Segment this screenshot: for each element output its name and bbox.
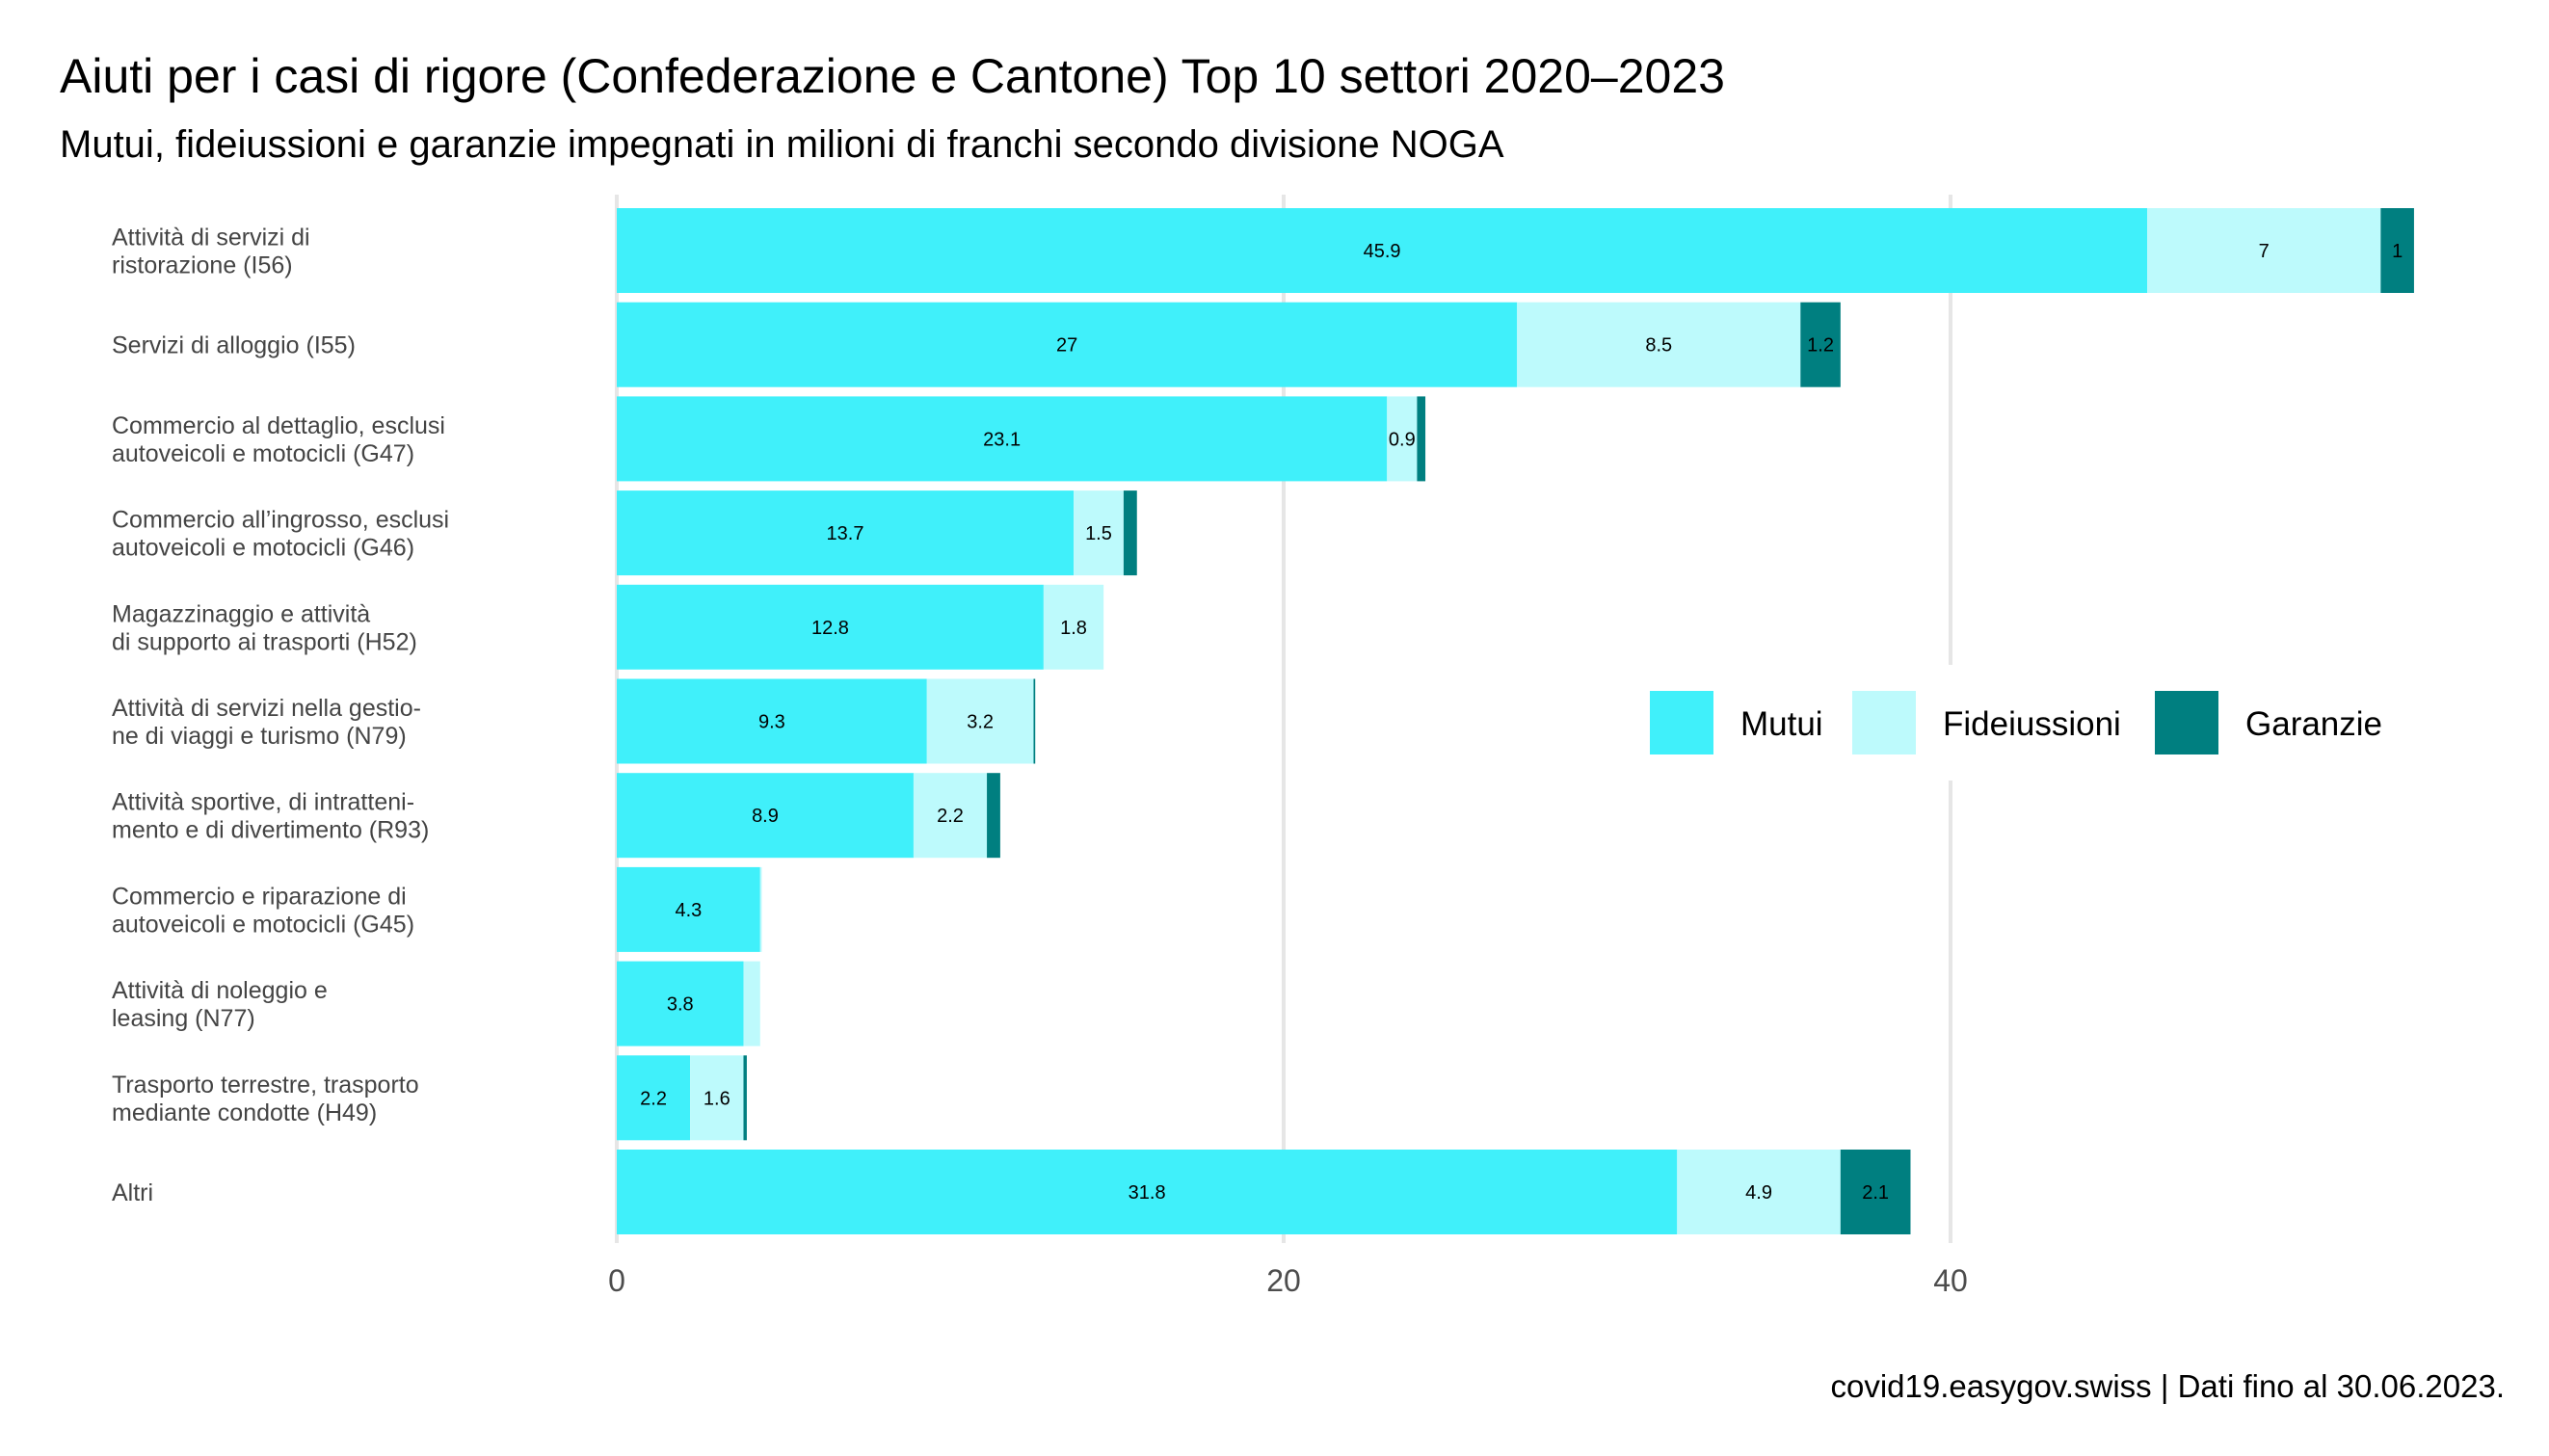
bar-fideiussioni-9 [690,1055,744,1141]
legend: Mutui Fideiussioni Garanzie [1619,665,2409,781]
bar-mutui-2 [617,396,1388,482]
category-label-2: Commercio al dettaglio, esclusi autoveico… [112,412,445,467]
data-label-fideiussioni-3: 1.5 [1085,523,1112,544]
bar-fideiussioni-10 [1677,1150,1841,1234]
data-label-mutui-6: 8.9 [752,806,779,827]
bar-mutui-9 [617,1055,691,1141]
bar-garanzie-5 [1033,678,1036,764]
legend-label-garanzie: Garanzie [2245,705,2382,743]
data-label-mutui-0: 45.9 [1364,241,1401,262]
data-label-mutui-10: 31.8 [1128,1182,1166,1204]
bar-garanzie-10 [1840,1150,1911,1234]
legend-background [1619,665,2409,781]
data-label-mutui-3: 13.7 [827,523,864,544]
category-label-0: Attività di servizi di ristorazione (I56) [112,225,310,279]
bar-fideiussioni-3 [1074,490,1124,576]
legend-key-garanzie [2155,691,2218,754]
bar-fideiussioni-6 [913,773,988,859]
category-label-7: Commercio e riparazione di autoveicoli e … [112,883,414,938]
bar-mutui-3 [617,490,1075,576]
x-tick-label: 40 [1933,1263,1968,1298]
data-labels: 45.9 7 1 27 8.5 1.2 23.1 0.9 13.7 1.5 12.8 1.8 9.3 3.… [640,241,2403,1204]
category-label-9: Trasporto terrestre, trasporto mediante c… [112,1072,419,1126]
bar-mutui-8 [617,961,744,1046]
x-axis-ticks: 0 20 40 [608,1263,1968,1298]
data-label-fideiussioni-6: 2.2 [937,806,964,827]
bar-garanzie-1 [1800,302,1841,387]
data-label-fideiussioni-4: 1.8 [1060,618,1087,639]
bar-garanzie-9 [743,1055,747,1141]
bar-mutui-7 [617,866,760,952]
category-label-1: Servizi di alloggio (I55) [112,332,356,359]
legend-key-fideiussioni [1852,691,1916,754]
data-label-mutui-9: 2.2 [640,1088,667,1109]
bar-garanzie-2 [1417,396,1426,482]
category-label-5: Attività di servizi nella gestio-ne di v… [112,695,421,750]
chart-title: Aiuti per i casi di rigore (Confederazio… [60,49,1725,103]
bar-mutui-0 [617,208,2148,293]
category-label-8: Attività di noleggio e leasing (N77) [112,977,328,1032]
category-label-3: Commercio all’ingrosso, esclusi autoveico… [112,507,449,562]
data-label-fideiussioni-1: 8.5 [1645,335,1672,357]
category-labels: Attività di servizi di ristorazione (I56)… [112,225,449,1207]
bar-garanzie-3 [1123,490,1137,576]
data-label-fideiussioni-5: 3.2 [967,712,994,733]
data-label-mutui-1: 27 [1056,335,1077,357]
bar-mutui-10 [617,1150,1678,1234]
bar-mutui-4 [617,584,1044,670]
data-label-garanzie-10: 2.1 [1862,1182,1889,1204]
bar-fideiussioni-1 [1517,302,1801,387]
bars [617,208,2414,1234]
category-label-10: Altri [112,1179,153,1206]
bar-mutui-5 [617,678,927,764]
data-label-mutui-5: 9.3 [758,712,785,733]
bar-fideiussioni-7 [759,866,762,952]
bar-garanzie-0 [2380,208,2414,293]
legend-label-mutui: Mutui [1740,705,1823,743]
bar-mutui-6 [617,773,914,859]
data-label-garanzie-0: 1 [2392,241,2403,262]
data-label-fideiussioni-9: 1.6 [704,1088,730,1109]
bar-mutui-1 [617,302,1518,387]
bar-fideiussioni-8 [743,961,760,1046]
data-label-garanzie-1: 1.2 [1807,335,1834,357]
chart-caption: covid19.easygov.swiss | Dati fino al 30.… [1830,1368,2505,1404]
data-label-fideiussioni-0: 7 [2259,241,2270,262]
bar-fideiussioni-2 [1387,396,1418,482]
data-label-mutui-7: 4.3 [675,900,702,921]
chart-subtitle: Mutui, fideiussioni e garanzie impegnati… [60,123,1504,166]
x-tick-label: 20 [1266,1263,1301,1298]
bar-fideiussioni-5 [926,678,1034,764]
data-label-mutui-8: 3.8 [667,994,694,1016]
category-label-4: Magazzinaggio e attività di supporto ai t… [112,600,417,655]
data-label-fideiussioni-10: 4.9 [1745,1182,1772,1204]
bar-fideiussioni-0 [2147,208,2381,293]
legend-key-mutui [1650,691,1713,754]
category-label-6: Attività sportive, di intratteni-mento e… [112,789,429,844]
x-tick-label: 0 [608,1263,625,1298]
data-label-mutui-2: 23.1 [983,429,1021,450]
legend-label-fideiussioni: Fideiussioni [1943,705,2121,743]
bar-fideiussioni-4 [1043,584,1104,670]
data-label-fideiussioni-2: 0.9 [1389,429,1416,450]
data-label-mutui-4: 12.8 [811,618,849,639]
bar-garanzie-6 [987,773,1000,859]
